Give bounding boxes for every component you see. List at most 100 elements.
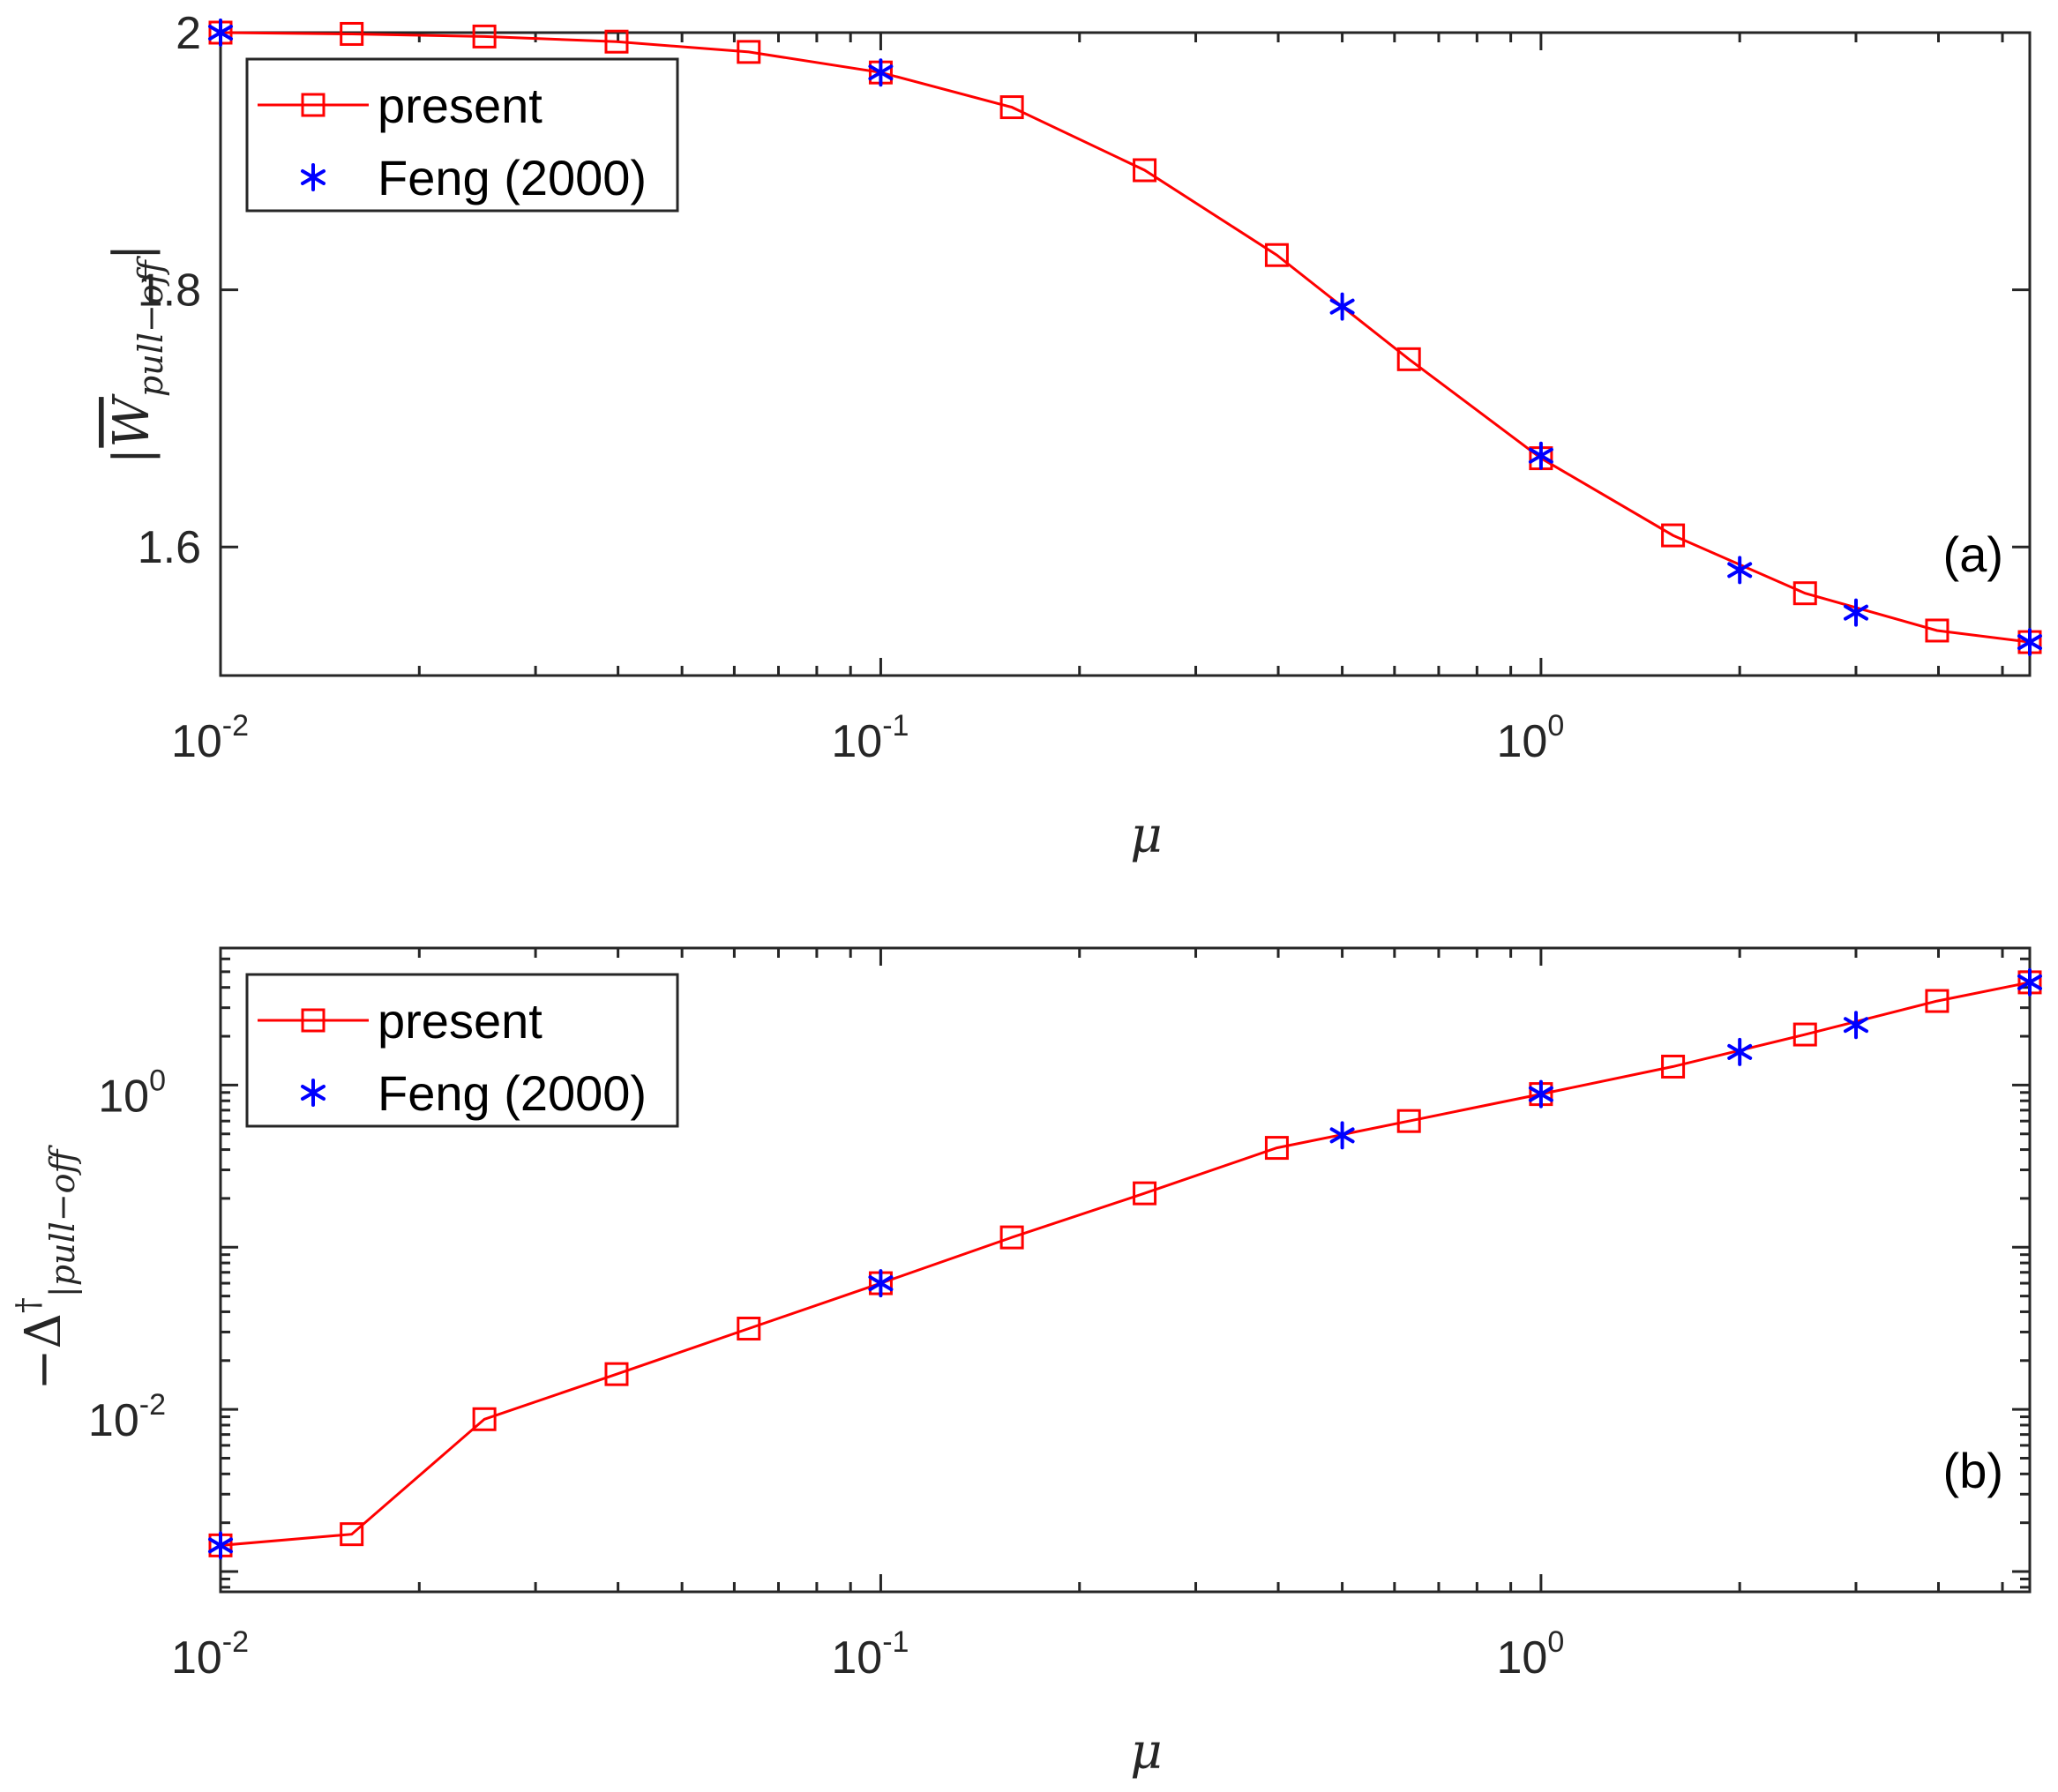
- y-tick-label: 1.6: [138, 522, 201, 573]
- y-label-subscript: |pull−off: [43, 1144, 82, 1297]
- x-tick-base: 10: [1496, 1632, 1547, 1684]
- legend-square-marker: [301, 93, 326, 117]
- panel-b: 10-2 10-1 10010-2100μ−Δ†|pull−offpresentFe…: [11, 946, 2042, 1781]
- y-tick-exponent: -2: [139, 1388, 166, 1422]
- y-axis-label: −Δ†|pull−off: [11, 1144, 82, 1390]
- y-tick-label: 10-2: [88, 1388, 166, 1446]
- series-line: [220, 981, 2031, 1547]
- square-marker: [1396, 347, 1421, 371]
- legend-square-marker: [301, 1008, 326, 1033]
- panel-a: 10-2 10-1 1001.61.82μ|Wpull−off|presentFen…: [103, 8, 2042, 864]
- asterisk-marker: [1528, 1079, 1553, 1109]
- series-feng-2000: [208, 19, 2042, 657]
- asterisk-stroke: [301, 1085, 326, 1101]
- asterisk-stroke: [868, 64, 894, 81]
- legend-label: present: [378, 993, 543, 1049]
- y-ticks: [221, 946, 2030, 1589]
- asterisk-marker: [208, 1531, 233, 1560]
- square-marker: [340, 21, 364, 46]
- series-present: [208, 970, 2042, 1557]
- panel-label: (a): [1943, 526, 2003, 582]
- data-layer: [208, 967, 2042, 1560]
- square-marker: [1264, 243, 1289, 267]
- x-tick-label: 10-2: [171, 1625, 249, 1684]
- data-layer: [208, 19, 2042, 657]
- series-feng-2000: [208, 967, 2042, 1560]
- asterisk-marker: [1329, 1121, 1355, 1150]
- y-tick-exponent: 0: [149, 1064, 166, 1097]
- asterisk-stroke: [208, 25, 233, 41]
- square-marker: [999, 1225, 1024, 1250]
- axes-frame: [219, 946, 2032, 1594]
- legend-label: Feng (2000): [378, 150, 647, 205]
- x-tick-base: 10: [831, 1632, 882, 1684]
- square-marker: [1133, 158, 1157, 183]
- square-marker: [472, 24, 497, 49]
- asterisk-marker: [868, 58, 894, 87]
- asterisk-marker: [208, 19, 233, 47]
- x-tick-exponent: 0: [1547, 709, 1564, 743]
- square-marker: [472, 1407, 497, 1431]
- asterisk-stroke: [1727, 562, 1753, 579]
- x-axis-label: μ: [1130, 807, 1162, 864]
- asterisk-stroke: [1329, 1127, 1355, 1144]
- axes-frame: [219, 31, 2032, 677]
- square-marker: [1925, 618, 1949, 643]
- asterisk-stroke: [2017, 634, 2042, 651]
- asterisk-marker: [1329, 292, 1355, 321]
- y-tick-base: 10: [98, 1071, 149, 1122]
- square-marker: [604, 29, 629, 54]
- square-marker: [1792, 581, 1817, 606]
- legend: present Feng (2000): [245, 973, 679, 1128]
- legend-entry: present: [258, 993, 543, 1049]
- square-marker: [340, 1522, 364, 1547]
- x-tick-base: 10: [171, 1632, 222, 1684]
- y-label-bar: |: [103, 448, 161, 465]
- x-tick-base: 10: [831, 716, 882, 767]
- asterisk-stroke: [1844, 604, 1868, 621]
- asterisk-marker: [2017, 967, 2042, 997]
- legend-box: [245, 973, 679, 1128]
- x-tick-label: 10-1: [831, 1625, 909, 1684]
- square-marker: [999, 95, 1024, 120]
- square-marker: [737, 40, 761, 64]
- panel-label: (b): [1943, 1443, 2003, 1498]
- square-marker: [1925, 989, 1949, 1013]
- y-tick-label: 2: [176, 8, 201, 59]
- asterisk-stroke: [1528, 447, 1553, 464]
- asterisk-marker: [868, 1269, 894, 1298]
- legend-entry: present: [258, 78, 543, 133]
- asterisk-stroke: [301, 169, 326, 185]
- x-tick-exponent: -2: [222, 709, 249, 743]
- legend-entry: Feng (2000): [301, 1065, 647, 1121]
- y-label-subscript: pull−off: [131, 255, 170, 397]
- x-tick-exponent: -1: [882, 1625, 909, 1659]
- x-tick-base: 10: [171, 716, 222, 767]
- square-marker: [1661, 523, 1686, 548]
- square-marker: [1264, 1136, 1289, 1161]
- asterisk-stroke: [2017, 974, 2042, 990]
- asterisk-marker: [1528, 441, 1553, 470]
- y-label-symbol: W: [103, 393, 161, 448]
- asterisk-stroke: [1329, 298, 1355, 315]
- x-tick-label: 100: [1496, 709, 1564, 767]
- asterisk-marker: [1727, 556, 1753, 585]
- y-axis-label: |Wpull−off|: [103, 243, 170, 464]
- asterisk-marker: [1844, 1011, 1868, 1040]
- asterisk-marker: [1844, 598, 1868, 627]
- y-tick-label: 100: [98, 1064, 166, 1122]
- legend-entry: Feng (2000): [301, 150, 647, 205]
- x-tick-base: 10: [1496, 716, 1547, 767]
- asterisk-marker: [2017, 628, 2042, 657]
- asterisk-stroke: [1844, 1017, 1868, 1034]
- asterisk-stroke: [1528, 1086, 1553, 1102]
- asterisk-stroke: [208, 1537, 233, 1554]
- y-label-bar-close: |: [103, 243, 161, 260]
- y-label-base: −Δ: [15, 1313, 72, 1390]
- x-tick-label: 10-1: [831, 709, 909, 767]
- asterisk-marker: [1727, 1037, 1753, 1066]
- square-marker: [604, 1362, 629, 1386]
- x-tick-label: 100: [1496, 1625, 1564, 1684]
- square-marker: [1792, 1022, 1817, 1047]
